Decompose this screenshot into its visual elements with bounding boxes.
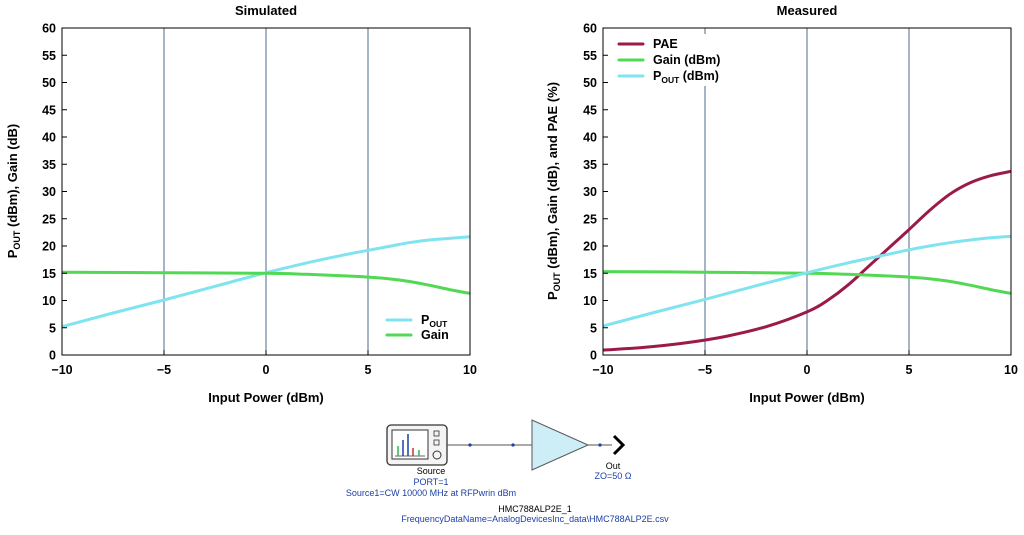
chart-title: Measured <box>777 3 838 18</box>
x-tick-label: 0 <box>263 363 270 377</box>
y-tick-label: 30 <box>42 185 56 199</box>
y-tick-label: 60 <box>583 22 597 36</box>
legend-box <box>378 309 464 347</box>
x-tick-label: 0 <box>804 363 811 377</box>
x-tick-label: 10 <box>463 363 477 377</box>
y-tick-label: 0 <box>49 349 56 363</box>
y-tick-label: 5 <box>590 321 597 335</box>
source-desc: Source1=CW 10000 MHz at RFPwrin dBm <box>346 488 516 498</box>
y-tick-label: 10 <box>42 294 56 308</box>
legend: POUT Gain <box>378 309 464 347</box>
x-axis-label: Input Power (dBm) <box>208 390 324 405</box>
out-title: Out <box>606 461 621 471</box>
x-tick-label: −10 <box>51 363 72 377</box>
series-line <box>602 270 1012 295</box>
source-port: PORT=1 <box>413 477 448 487</box>
plot-lines <box>602 169 1012 352</box>
y-tick-label: 20 <box>42 240 56 254</box>
signal-source-icon[interactable] <box>386 424 448 466</box>
y-tick-label: 15 <box>583 267 597 281</box>
x-tick-label: 5 <box>365 363 372 377</box>
x-tick-label: 10 <box>1004 363 1018 377</box>
y-tick-label: 50 <box>42 76 56 90</box>
x-axis-label: Input Power (dBm) <box>749 390 865 405</box>
series-line <box>61 235 471 329</box>
y-tick-label: 20 <box>583 240 597 254</box>
y-tick-label: 0 <box>590 349 597 363</box>
grid <box>163 28 369 355</box>
legend-label-gain: Gain (dBm) <box>653 53 720 67</box>
y-axis-label: POUT (dBm), Gain (dB), and PAE (%) <box>545 82 562 300</box>
y-axis-ticks: 0 5 10 15 20 25 30 35 40 45 50 55 60 <box>42 22 67 363</box>
wire-node <box>598 443 602 447</box>
y-tick-label: 25 <box>583 212 597 226</box>
y-tick-label: 40 <box>42 131 56 145</box>
legend-label-pae: PAE <box>653 37 678 51</box>
amp-data-file: FrequencyDataName=AnalogDevicesInc_data\… <box>401 514 669 524</box>
grid <box>704 28 910 355</box>
amplifier-icon[interactable] <box>531 419 590 471</box>
plot-lines <box>61 235 471 329</box>
output-port-icon[interactable] <box>612 434 626 456</box>
x-axis-ticks: −10 −5 0 5 10 <box>51 350 477 377</box>
x-tick-label: −10 <box>592 363 613 377</box>
wire-node <box>468 443 472 447</box>
y-tick-label: 25 <box>42 212 56 226</box>
y-axis-ticks: 0 5 10 15 20 25 30 35 40 45 50 55 60 <box>583 22 608 363</box>
y-tick-label: 40 <box>583 131 597 145</box>
y-tick-label: 60 <box>42 22 56 36</box>
y-tick-label: 55 <box>583 49 597 63</box>
x-tick-label: 5 <box>906 363 913 377</box>
y-tick-label: 50 <box>583 76 597 90</box>
y-tick-label: 35 <box>583 158 597 172</box>
y-tick-label: 35 <box>42 158 56 172</box>
out-impedance: ZO=50 Ω <box>595 471 632 481</box>
source-title: Source <box>417 466 446 476</box>
schematic: Source PORT=1 Source1=CW 10000 MHz at RF… <box>346 419 669 524</box>
x-tick-label: −5 <box>698 363 712 377</box>
y-tick-label: 55 <box>42 49 56 63</box>
legend-label-gain: Gain <box>421 328 449 342</box>
legend-label-pout: POUT (dBm) <box>653 69 719 85</box>
series-line <box>602 234 1012 328</box>
amp-name: HMC788ALP2E_1 <box>498 504 572 514</box>
y-tick-label: 10 <box>583 294 597 308</box>
y-tick-label: 45 <box>42 103 56 117</box>
legend-label-pout: POUT <box>421 313 448 329</box>
y-axis-label: POUT (dBm), Gain (dB) <box>5 124 22 259</box>
series-line <box>61 270 471 295</box>
x-tick-label: −5 <box>157 363 171 377</box>
y-tick-label: 15 <box>42 267 56 281</box>
wire-node <box>511 443 515 447</box>
chart-title: Simulated <box>235 3 297 18</box>
x-axis-ticks: −10 −5 0 5 10 <box>592 350 1018 377</box>
y-tick-label: 45 <box>583 103 597 117</box>
y-tick-label: 30 <box>583 185 597 199</box>
legend: PAE Gain (dBm) POUT (dBm) <box>610 34 732 86</box>
y-tick-label: 5 <box>49 321 56 335</box>
